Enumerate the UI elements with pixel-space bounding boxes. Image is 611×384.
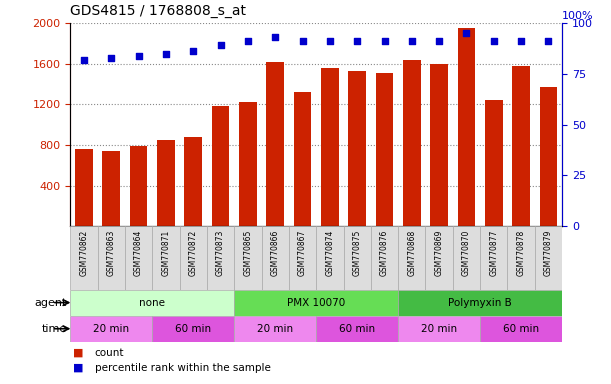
- Bar: [321, 68, 338, 226]
- Bar: [453, 226, 480, 290]
- Point: [243, 38, 253, 45]
- Text: 20 min: 20 min: [257, 324, 293, 334]
- Point: [325, 38, 335, 45]
- Bar: [316, 226, 343, 290]
- Text: GSM770869: GSM770869: [434, 229, 444, 276]
- Bar: [103, 151, 120, 226]
- Text: GSM770867: GSM770867: [298, 229, 307, 276]
- Bar: [540, 87, 557, 226]
- Text: GSM770872: GSM770872: [189, 229, 198, 276]
- Text: GSM770875: GSM770875: [353, 229, 362, 276]
- Text: PMX 10070: PMX 10070: [287, 298, 345, 308]
- Text: time: time: [42, 324, 67, 334]
- Text: 100%: 100%: [562, 11, 594, 21]
- Bar: [398, 316, 480, 342]
- Text: none: none: [139, 298, 165, 308]
- Text: GSM770877: GSM770877: [489, 229, 499, 276]
- Bar: [262, 226, 289, 290]
- Bar: [234, 226, 262, 290]
- Text: Polymyxin B: Polymyxin B: [448, 298, 512, 308]
- Point: [298, 38, 307, 45]
- Text: GSM770868: GSM770868: [408, 229, 416, 276]
- Point: [461, 30, 471, 36]
- Text: ■: ■: [73, 363, 84, 373]
- Text: GSM770864: GSM770864: [134, 229, 143, 276]
- Text: 20 min: 20 min: [421, 324, 457, 334]
- Text: 60 min: 60 min: [175, 324, 211, 334]
- Text: GSM770879: GSM770879: [544, 229, 553, 276]
- Bar: [348, 71, 366, 226]
- Bar: [211, 106, 230, 226]
- Bar: [480, 316, 562, 342]
- Bar: [180, 226, 207, 290]
- Point: [353, 38, 362, 45]
- Bar: [371, 226, 398, 290]
- Bar: [376, 73, 393, 226]
- Text: 60 min: 60 min: [503, 324, 539, 334]
- Bar: [75, 149, 93, 226]
- Point: [407, 38, 417, 45]
- Point: [516, 38, 526, 45]
- Text: GSM770863: GSM770863: [107, 229, 115, 276]
- Bar: [157, 140, 175, 226]
- Bar: [512, 66, 530, 226]
- Bar: [485, 100, 503, 226]
- Bar: [152, 226, 180, 290]
- Bar: [266, 62, 284, 226]
- Text: count: count: [95, 348, 124, 358]
- Bar: [234, 316, 316, 342]
- Text: GSM770878: GSM770878: [517, 229, 525, 276]
- Bar: [430, 64, 448, 226]
- Bar: [130, 146, 147, 226]
- Bar: [98, 226, 125, 290]
- Bar: [403, 60, 421, 226]
- Bar: [289, 226, 316, 290]
- Point: [216, 42, 225, 48]
- Text: percentile rank within the sample: percentile rank within the sample: [95, 363, 271, 373]
- Text: GSM770876: GSM770876: [380, 229, 389, 276]
- Text: GDS4815 / 1768808_s_at: GDS4815 / 1768808_s_at: [70, 4, 246, 18]
- Point: [134, 53, 144, 59]
- Point: [79, 56, 89, 63]
- Point: [434, 38, 444, 45]
- Bar: [70, 316, 152, 342]
- Bar: [239, 102, 257, 226]
- Bar: [398, 290, 562, 316]
- Bar: [508, 226, 535, 290]
- Bar: [70, 290, 234, 316]
- Bar: [152, 316, 234, 342]
- Point: [161, 50, 171, 56]
- Point: [489, 38, 499, 45]
- Bar: [294, 92, 312, 226]
- Bar: [425, 226, 453, 290]
- Bar: [234, 290, 398, 316]
- Text: GSM770871: GSM770871: [161, 229, 170, 276]
- Bar: [70, 226, 98, 290]
- Point: [106, 55, 116, 61]
- Text: GSM770873: GSM770873: [216, 229, 225, 276]
- Bar: [316, 316, 398, 342]
- Bar: [535, 226, 562, 290]
- Text: GSM770874: GSM770874: [325, 229, 334, 276]
- Bar: [185, 137, 202, 226]
- Bar: [480, 226, 508, 290]
- Bar: [458, 28, 475, 226]
- Text: GSM770862: GSM770862: [79, 229, 89, 276]
- Text: GSM770865: GSM770865: [243, 229, 252, 276]
- Text: GSM770866: GSM770866: [271, 229, 280, 276]
- Point: [270, 34, 280, 40]
- Point: [188, 48, 198, 55]
- Bar: [398, 226, 425, 290]
- Point: [544, 38, 554, 45]
- Text: GSM770870: GSM770870: [462, 229, 471, 276]
- Text: ■: ■: [73, 348, 84, 358]
- Point: [379, 38, 389, 45]
- Text: 60 min: 60 min: [339, 324, 375, 334]
- Bar: [207, 226, 234, 290]
- Bar: [125, 226, 152, 290]
- Bar: [343, 226, 371, 290]
- Text: 20 min: 20 min: [93, 324, 130, 334]
- Text: agent: agent: [35, 298, 67, 308]
